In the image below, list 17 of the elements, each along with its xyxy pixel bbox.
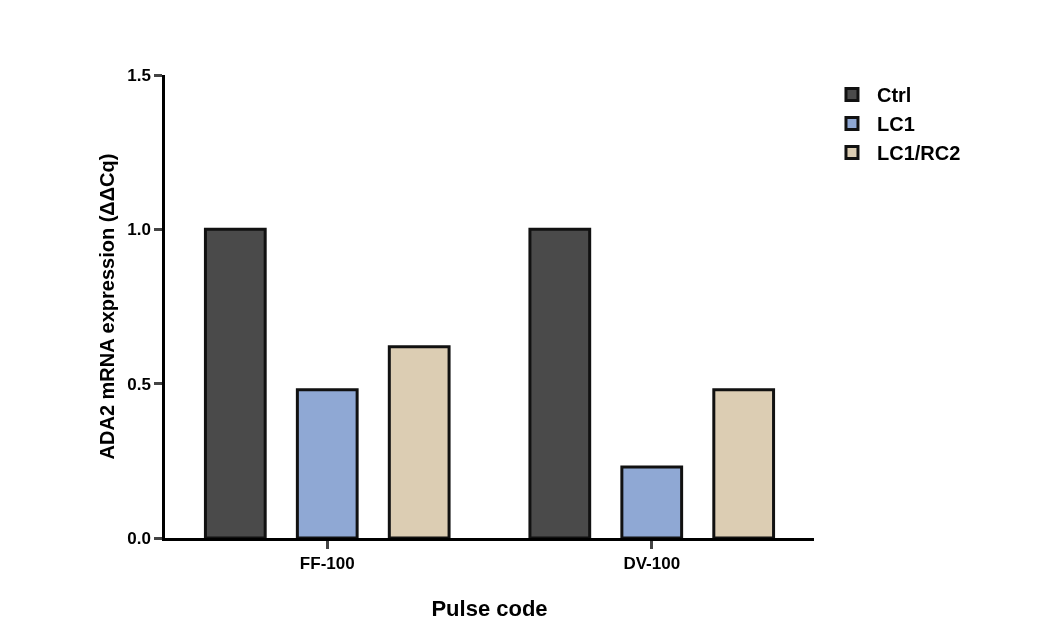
y-tick-label: 1.5	[127, 65, 151, 85]
bar	[620, 465, 684, 538]
x-tick-label: DV-100	[623, 554, 681, 574]
bar	[387, 345, 451, 538]
y-axis-title: ADA2 mRNA expression (ΔΔCq)	[95, 153, 118, 460]
bar	[295, 388, 359, 538]
y-tick-label: 0.5	[127, 374, 151, 394]
bar	[712, 388, 776, 538]
legend-label: LC1	[876, 113, 915, 136]
x-tick-label: FF-100	[299, 554, 355, 574]
legend-label: LC1/RC2	[876, 142, 961, 165]
bar	[528, 227, 592, 538]
bar	[203, 227, 267, 538]
legend-label: Ctrl	[876, 84, 912, 107]
x-axis-title: Pulse code	[431, 595, 548, 621]
y-tick-label: 0.0	[127, 528, 151, 548]
y-tick-label: 1.0	[127, 220, 151, 240]
